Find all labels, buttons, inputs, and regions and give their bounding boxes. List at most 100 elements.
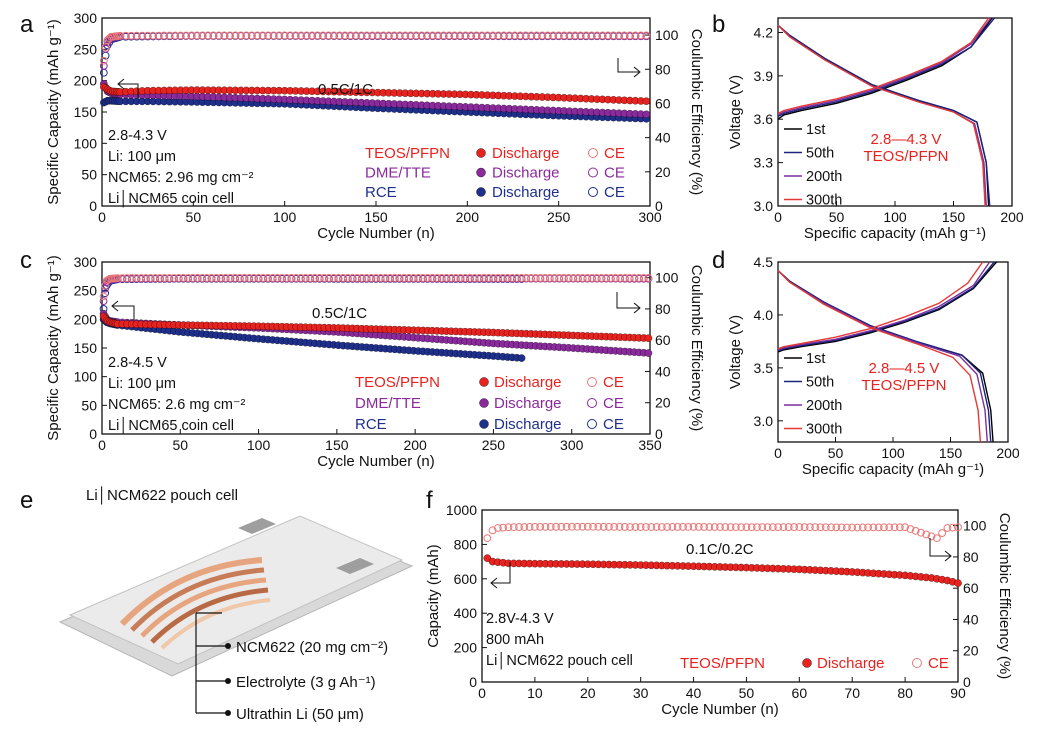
condition-text: Li: 100 μm bbox=[108, 376, 176, 392]
ce-marker bbox=[253, 31, 262, 40]
ce-marker bbox=[311, 274, 319, 282]
ce-marker bbox=[275, 31, 284, 40]
discharge-curve-300th bbox=[777, 269, 982, 443]
ce-marker bbox=[694, 523, 703, 531]
y-tick-label: 1000 bbox=[446, 502, 477, 518]
ce-marker bbox=[306, 274, 315, 282]
ce-marker bbox=[141, 274, 150, 282]
condition-text: Li│NCM622 pouch cell bbox=[486, 651, 633, 670]
ce-marker bbox=[339, 274, 348, 282]
legend-discharge-marker bbox=[479, 398, 489, 408]
charge-curve-50th bbox=[777, 17, 995, 117]
ce-marker bbox=[302, 31, 311, 40]
ce-marker bbox=[716, 523, 724, 531]
ce-marker bbox=[434, 31, 443, 40]
ce-marker bbox=[679, 523, 687, 531]
ce-marker bbox=[423, 274, 432, 282]
ce-marker bbox=[212, 274, 221, 282]
y-tick-label: 250 bbox=[74, 283, 98, 299]
ce-marker bbox=[864, 523, 872, 532]
y-tick-label: 50 bbox=[81, 397, 97, 413]
ce-marker bbox=[885, 523, 894, 532]
x-tick-label: 0 bbox=[774, 445, 782, 461]
legend-label: 300th bbox=[806, 422, 842, 438]
ce-marker bbox=[721, 523, 730, 531]
left-axis-arrow bbox=[111, 300, 135, 320]
ce-marker bbox=[461, 31, 470, 40]
y-tick-label: 0 bbox=[89, 198, 97, 214]
ce-marker bbox=[673, 523, 682, 531]
ce-marker bbox=[160, 31, 169, 40]
ce-marker bbox=[550, 274, 559, 282]
ce-marker bbox=[869, 523, 878, 532]
ce-marker bbox=[225, 31, 234, 40]
ce-marker bbox=[635, 274, 643, 282]
ce-marker bbox=[143, 31, 152, 40]
legend-discharge-marker bbox=[479, 377, 489, 387]
ce-marker bbox=[848, 523, 857, 532]
y-tick-label: 200 bbox=[74, 73, 98, 89]
y2-tick-label: 80 bbox=[963, 549, 979, 565]
legend-discharge-marker bbox=[476, 187, 486, 197]
ce-marker bbox=[536, 522, 545, 531]
legend-name: TEOS/PFPN bbox=[355, 374, 440, 391]
series-dme-tte-discharge bbox=[100, 80, 651, 119]
ce-marker bbox=[571, 31, 580, 40]
electrode-stack-2 bbox=[130, 567, 265, 632]
y2-tick-label: 60 bbox=[655, 95, 671, 111]
legend-discharge-marker bbox=[802, 658, 812, 668]
ce-marker bbox=[478, 31, 486, 40]
legend-ce-marker bbox=[588, 187, 598, 197]
ce-marker bbox=[105, 34, 114, 43]
ce-marker bbox=[837, 523, 846, 532]
ce-marker bbox=[154, 31, 163, 40]
ce-marker bbox=[483, 534, 492, 543]
ce-marker bbox=[895, 523, 904, 532]
ce-marker bbox=[188, 274, 197, 282]
y-tick-label: 3.6 bbox=[754, 111, 774, 127]
ce-marker bbox=[404, 274, 413, 282]
charge-curve-50th bbox=[777, 261, 995, 352]
ce-marker bbox=[598, 31, 607, 40]
ce-marker bbox=[376, 274, 385, 282]
ce-marker bbox=[373, 31, 382, 40]
ce-marker bbox=[445, 31, 453, 40]
ce-marker bbox=[821, 523, 830, 532]
ce-marker bbox=[578, 274, 587, 282]
y-tick-label: 800 bbox=[454, 536, 478, 552]
ce-marker bbox=[301, 274, 310, 282]
y-tick-label: 3.3 bbox=[754, 155, 774, 171]
ce-marker bbox=[193, 274, 202, 282]
callout-dot-3 bbox=[225, 710, 231, 716]
ce-marker bbox=[565, 31, 574, 40]
ce-marker bbox=[395, 274, 404, 282]
ce-marker bbox=[652, 523, 661, 531]
x-axis-label: Specific capacity (mAh g⁻¹) bbox=[804, 225, 986, 242]
y2-tick-label: 20 bbox=[655, 164, 671, 180]
ce-marker bbox=[747, 523, 756, 532]
y-tick-label: 300 bbox=[74, 254, 98, 270]
legend-name: TEOS/PFPN bbox=[365, 145, 450, 162]
ce-marker bbox=[165, 31, 174, 40]
ce-marker bbox=[409, 274, 418, 282]
ce-marker bbox=[858, 523, 867, 532]
ce-marker bbox=[532, 31, 541, 40]
electrode-stack-3 bbox=[140, 577, 267, 638]
legend-ce-marker bbox=[588, 167, 598, 178]
ce-marker bbox=[171, 31, 179, 40]
x-tick-label: 100 bbox=[883, 209, 907, 225]
ce-marker bbox=[280, 31, 289, 40]
x-tick-label: 100 bbox=[247, 437, 271, 453]
ce-marker bbox=[609, 31, 618, 40]
y2-tick-label: 40 bbox=[655, 363, 671, 379]
ce-marker bbox=[568, 522, 576, 531]
ce-marker bbox=[938, 529, 947, 537]
y2-axis-label: Coulumbic Efficiency (%) bbox=[996, 513, 1013, 679]
x-tick-label: 70 bbox=[844, 685, 860, 701]
ce-marker bbox=[236, 31, 245, 40]
ce-marker bbox=[329, 274, 338, 282]
electrode-stack-1 bbox=[119, 557, 263, 627]
ce-marker bbox=[811, 523, 820, 532]
ce-marker bbox=[480, 274, 488, 282]
y-tick-label: 4.0 bbox=[754, 307, 774, 323]
